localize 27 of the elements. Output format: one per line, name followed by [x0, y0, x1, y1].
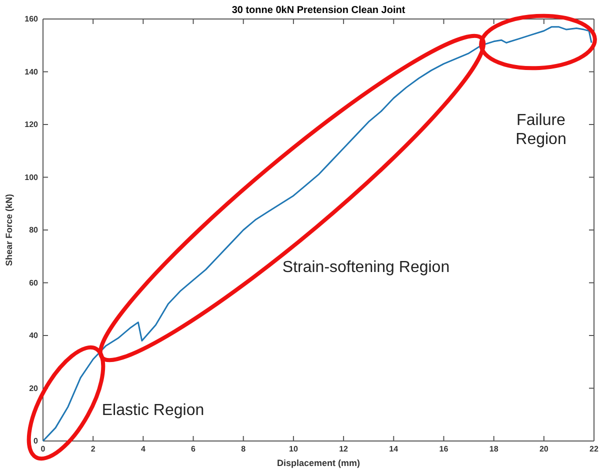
- chart-title: 30 tonne 0kN Pretension Clean Joint: [232, 5, 406, 16]
- x-tick-label: 22: [590, 444, 599, 454]
- y-tick-label: 40: [29, 331, 39, 340]
- y-tick-label: 0: [34, 436, 39, 446]
- x-tick-label: 0: [40, 444, 46, 454]
- annotation: Elastic Region: [102, 402, 204, 419]
- x-tick-label: 6: [191, 444, 196, 454]
- annotation: Failure Region: [516, 112, 566, 148]
- y-tick-label: 20: [29, 384, 39, 393]
- y-tick-label: 140: [24, 67, 39, 76]
- x-axis-title: Displacement (mm): [276, 458, 360, 468]
- y-tick-label: 60: [29, 278, 39, 288]
- x-tick-label: 14: [389, 444, 399, 454]
- annotation: Strain-softening Region: [282, 259, 450, 276]
- y-tick-label: 160: [24, 14, 39, 24]
- y-tick-label: 120: [24, 120, 39, 130]
- x-tick-label: 20: [539, 444, 549, 454]
- x-tick-label: 16: [439, 444, 449, 454]
- x-tick-label: 8: [241, 444, 246, 454]
- y-tick-label: 100: [24, 172, 39, 182]
- x-tick-label: 4: [140, 444, 146, 454]
- x-tick-label: 18: [489, 444, 499, 454]
- x-tick-label: 12: [339, 444, 349, 454]
- x-tick-label: 2: [90, 444, 96, 454]
- y-axis-title: Shear Force (kN): [4, 194, 14, 266]
- x-tick-label: 10: [289, 444, 298, 454]
- y-tick-label: 80: [29, 226, 39, 235]
